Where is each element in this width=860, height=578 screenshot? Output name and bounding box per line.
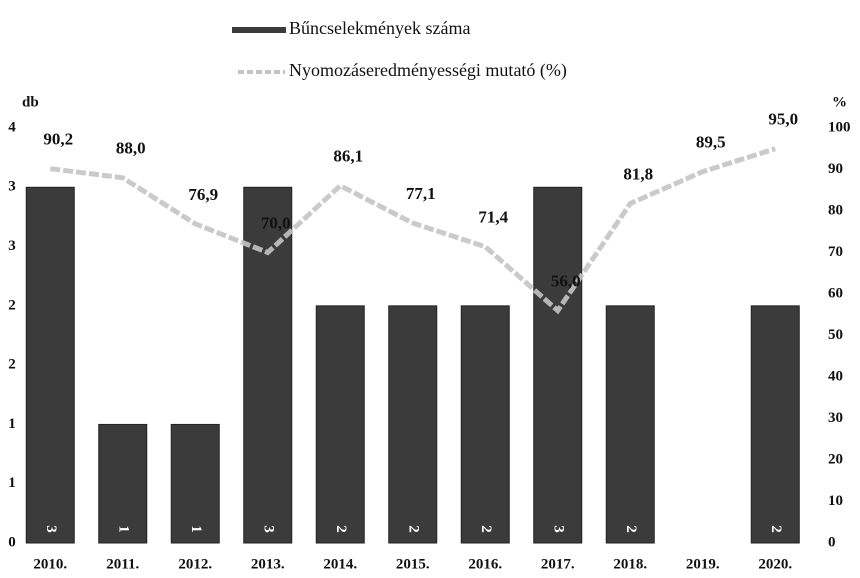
bar-value-label: 1 [115, 525, 131, 533]
x-tick-label: 2016. [468, 556, 502, 572]
y2-tick-label: 20 [828, 451, 843, 467]
y2-tick-label: 80 [828, 202, 843, 218]
y2-tick-label: 30 [828, 410, 843, 426]
legend-label: Nyomozáseredményességi mutató (%) [289, 60, 567, 81]
bar-value-label: 3 [260, 525, 276, 533]
bar [170, 423, 220, 544]
x-tick-label: 2015. [396, 556, 430, 572]
line-value-label: 76,9 [188, 185, 218, 204]
bar [460, 305, 510, 544]
y2-tick-label: 40 [828, 368, 843, 384]
x-tick-label: 2010. [33, 556, 67, 572]
bar [315, 305, 365, 544]
y2-tick-label: 10 [828, 493, 843, 509]
y2-axis-label: % [832, 94, 847, 110]
line-value-label: 88,0 [116, 139, 146, 158]
bar [533, 186, 583, 544]
line-value-label: 77,1 [406, 184, 436, 203]
y2-tick-label: 70 [828, 244, 843, 260]
y-tick-label: 2 [8, 357, 16, 373]
line-value-label: 70,0 [261, 213, 291, 232]
bar-value-label: 2 [333, 525, 349, 533]
x-tick-label: 2018. [613, 556, 647, 572]
y2-tick-label: 90 [828, 161, 843, 177]
y-tick-label: 3 [8, 238, 16, 254]
line [49, 146, 777, 315]
x-tick-label: 2011. [106, 556, 139, 572]
line-value-label: 95,0 [768, 110, 798, 129]
bar [25, 186, 75, 544]
x-tick-label: 2014. [323, 556, 357, 572]
legend-swatch [232, 27, 286, 33]
bar [750, 305, 800, 544]
y2-tick-label: 50 [828, 327, 843, 343]
line-value-label: 71,4 [478, 208, 508, 227]
y-tick-label: 4 [8, 119, 16, 135]
y-tick-label: 1 [8, 416, 16, 432]
y2-tick-label: 60 [828, 285, 843, 301]
bar-value-label: 3 [550, 525, 566, 533]
x-tick-label: 2019. [686, 556, 720, 572]
y-tick-label: 2 [8, 297, 16, 313]
y2-tick-label: 100 [828, 119, 851, 135]
y-tick-label: 0 [8, 534, 16, 550]
y-tick-label: 1 [8, 475, 16, 491]
bar-value-label: 2 [478, 525, 494, 533]
line-value-label: 86,1 [333, 147, 363, 166]
bar-value-label: 1 [188, 525, 204, 533]
bar-value-label: 2 [405, 525, 421, 533]
bar [98, 423, 148, 544]
line-value-label: 81,8 [623, 164, 653, 183]
line-value-label: 56,0 [551, 272, 581, 291]
legend-label: Bűncselekmények száma [289, 18, 470, 38]
bar [388, 305, 438, 544]
y2-tick-label: 0 [828, 534, 836, 550]
x-tick-label: 2017. [541, 556, 575, 572]
bar [243, 186, 293, 544]
line-value-label: 89,5 [696, 132, 726, 151]
y-axis-label: db [22, 94, 39, 110]
x-tick-label: 2013. [251, 556, 285, 572]
bar-value-label: 2 [623, 525, 639, 533]
bar-value-label: 3 [43, 525, 59, 533]
x-tick-label: 2012. [178, 556, 212, 572]
bar-value-label: 2 [768, 525, 784, 533]
x-tick-label: 2020. [758, 556, 792, 572]
line-value-label: 90,2 [43, 130, 73, 149]
y-tick-label: 3 [8, 179, 16, 195]
bar [605, 305, 655, 544]
